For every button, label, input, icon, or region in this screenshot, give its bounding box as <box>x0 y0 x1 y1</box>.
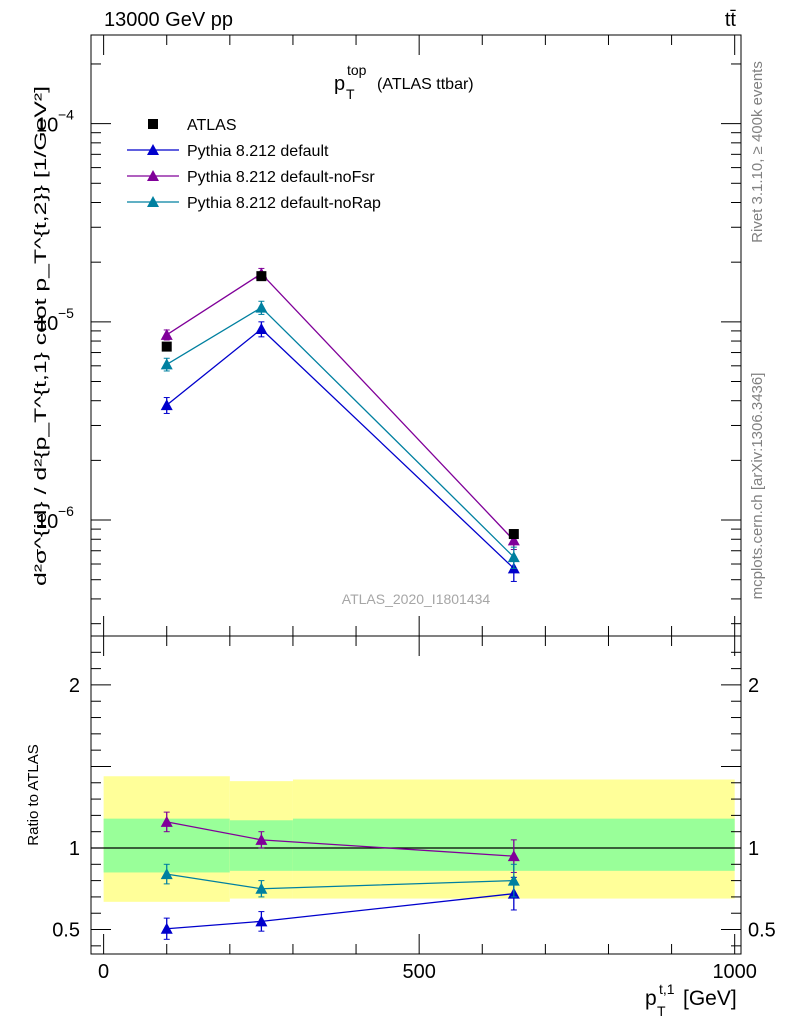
legend-label-3: Pythia 8.212 default-noRap <box>187 195 381 212</box>
title-suffix: (ATLAS ttbar) <box>377 76 474 93</box>
ratio-point-1-1 <box>255 833 268 845</box>
main-point-atlas-2 <box>508 529 519 540</box>
legend-label-2: Pythia 8.212 default-noFsr <box>187 169 375 186</box>
main-point-3-2 <box>507 551 520 563</box>
x-label-unit: [GeV] <box>683 987 737 1010</box>
legend: ATLAS Pythia 8.212 default Pythia 8.212 de… <box>127 117 381 212</box>
main-point-3-0 <box>160 358 173 370</box>
main-line-2 <box>166 272 515 541</box>
x-label-sub: T <box>657 1003 666 1019</box>
main-ytick-base-1: 10 <box>36 313 58 335</box>
ratio-ytick-label-left-2: 2 <box>69 675 80 697</box>
ratio-uncertainty-bands <box>103 776 735 902</box>
x-tick-label-1: 500 <box>402 961 435 983</box>
process-label: tt̄ <box>725 9 737 31</box>
ratio-y-axis-label: Ratio to ATLAS <box>25 744 42 845</box>
main-point-3-1 <box>255 301 268 313</box>
ratio-ytick-label-right-2: 2 <box>748 675 759 697</box>
ratio-point-1-2 <box>507 850 520 862</box>
legend-marker-3 <box>147 196 159 207</box>
ratio-point-2-1 <box>255 882 268 894</box>
x-label-main: p <box>645 987 657 1010</box>
title-sub: T <box>346 86 355 102</box>
x-axis-ticks <box>103 35 736 954</box>
main-y-axis-label: d²σ^{id} / d²{p_T^{t,1} cdot p_T^{t,2}} … <box>31 86 50 586</box>
main-ytick-base-2: 10 <box>36 115 58 137</box>
legend-marker-1 <box>147 144 159 155</box>
analysis-label: ATLAS_2020_I1801434 <box>342 591 491 607</box>
ratio-ytick-label-right-1: 1 <box>748 838 759 860</box>
title-sup: top <box>347 62 367 78</box>
x-label-sup: t,1 <box>659 981 675 997</box>
x-axis-label: p T t,1 [GeV] <box>645 981 737 1019</box>
legend-marker-2 <box>147 170 159 181</box>
ratio-plot-frame <box>90 635 742 955</box>
main-point-1-0 <box>160 399 173 411</box>
legend-marker-atlas <box>148 119 158 129</box>
main-point-1-1 <box>255 323 268 335</box>
source-label: mcplots.cern.ch [arXiv:1306.3436] <box>749 373 766 600</box>
x-tick-labels: 0 500 1000 <box>98 961 757 983</box>
ratio-y-tick-labels: 0.5 0.5 1 1 2 2 <box>52 675 776 942</box>
ratio-point-2-2 <box>507 874 520 886</box>
rivet-label: Rivet 3.1.10, ≥ 400k events <box>749 61 766 243</box>
main-line-1 <box>166 328 515 569</box>
ratio-ytick-label-right-0: 0.5 <box>748 920 776 942</box>
ratio-point-2-0 <box>160 868 173 880</box>
main-ytick-exp-2: −4 <box>58 107 74 123</box>
main-axis-ticks <box>91 63 741 625</box>
main-point-atlas-0 <box>161 341 172 352</box>
main-point-atlas-1 <box>256 271 267 282</box>
main-series-group <box>160 267 520 582</box>
legend-label-1: Pythia 8.212 default <box>187 143 329 160</box>
x-tick-label-2: 1000 <box>712 961 757 983</box>
main-point-2-0 <box>160 328 173 340</box>
ratio-ytick-label-left-0: 0.5 <box>52 920 80 942</box>
title-main: p <box>334 73 345 95</box>
x-tick-label-0: 0 <box>98 961 109 983</box>
ratio-point-0-0 <box>160 922 173 934</box>
legend-label-0: ATLAS <box>187 117 237 134</box>
ratio-point-0-1 <box>255 915 268 927</box>
ratio-axis-ticks <box>91 635 741 947</box>
main-point-2-2 <box>507 534 520 546</box>
ratio-series-group <box>160 811 520 940</box>
main-ytick-exp-0: −6 <box>58 503 74 519</box>
main-ytick-exp-1: −5 <box>58 305 74 321</box>
main-y-label-text: d²σ^{id} / d²{p_T^{t,1} cdot p_T^{t,2}} … <box>31 86 50 586</box>
energy-label: 13000 GeV pp <box>104 9 233 31</box>
ratio-ytick-label-left-1: 1 <box>69 838 80 860</box>
ratio-point-1-0 <box>160 815 173 827</box>
main-ytick-base-0: 10 <box>36 511 58 533</box>
main-y-tick-labels: 10−610−510−4 <box>36 107 74 533</box>
plot-title: p T top (ATLAS ttbar) <box>334 62 474 102</box>
